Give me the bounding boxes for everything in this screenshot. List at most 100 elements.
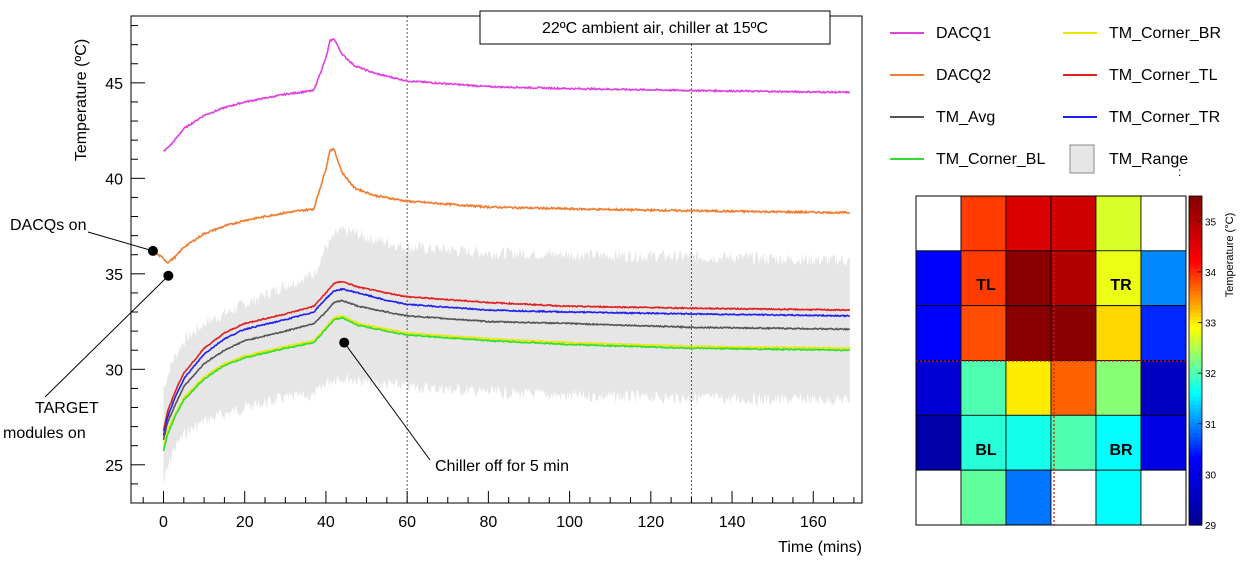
- colorbar-step: [1189, 283, 1202, 288]
- chart-title: 22ºC ambient air, chiller at 15ºC: [542, 20, 768, 37]
- heatmap-cell: [915, 195, 962, 252]
- heatmap-cell: [1140, 250, 1187, 307]
- heatmap-cell: [1005, 414, 1052, 471]
- series-tm-corner-tr: [162, 287, 850, 436]
- colorbar-step: [1189, 492, 1202, 497]
- label-br: BR: [1109, 442, 1133, 459]
- label-tr: TR: [1110, 277, 1132, 294]
- colorbar-step: [1189, 228, 1202, 234]
- colorbar-step: [1189, 349, 1202, 354]
- colorbar-step: [1189, 503, 1202, 508]
- series-tm-corner-br: [162, 314, 851, 448]
- annotation-line-chiller-off: [343, 342, 431, 461]
- colorbar-step: [1189, 521, 1202, 526]
- colorbar-step: [1189, 455, 1202, 460]
- heatmap-cell: [1140, 305, 1187, 361]
- colorbar-step: [1189, 451, 1202, 457]
- colorbar-tick-label: 30: [1205, 470, 1217, 481]
- colorbar-step: [1189, 429, 1202, 435]
- legend-label-tm-corner-tr: TM_Corner_TR: [1109, 109, 1220, 126]
- colorbar-step: [1189, 426, 1202, 431]
- heatmap-cell: [960, 360, 1007, 416]
- colorbar-step: [1189, 243, 1202, 248]
- heatmap-cell: [1050, 195, 1097, 252]
- colorbar-step: [1189, 375, 1202, 380]
- annotations: DACQs on TARGET modules on Chiller off f…: [3, 217, 569, 475]
- colorbar-step: [1189, 386, 1202, 391]
- heatmap-cell: [1050, 414, 1097, 471]
- legend-label-tm-corner-tl: TM_Corner_TL: [1109, 67, 1218, 84]
- x-tick-label: 60: [398, 514, 416, 531]
- colorbar-step: [1189, 316, 1202, 321]
- heatmap-cell: [1005, 195, 1052, 252]
- annotation-dot-dacqs-on: [147, 245, 158, 256]
- colorbar-step: [1189, 437, 1202, 442]
- title-frame: [479, 10, 831, 45]
- colorbar-step: [1189, 400, 1202, 405]
- legend-label-tm-avg: TM_Avg: [936, 109, 995, 126]
- x-axis: 0 20 40 60 80 100 120 140 160: [142, 491, 855, 531]
- heatmap-cell: [915, 250, 962, 307]
- colorbar-step: [1189, 265, 1202, 270]
- colorbar-step: [1189, 214, 1202, 219]
- colorbar-step: [1189, 250, 1202, 256]
- heatmap-cell: [1095, 414, 1142, 471]
- colorbar-step: [1189, 287, 1202, 292]
- colorbar-step: [1189, 258, 1202, 263]
- annotation-line-target-modules-on: [44, 275, 169, 398]
- heatmap-cell: [915, 360, 962, 416]
- colorbar-step: [1189, 254, 1202, 259]
- colorbar-step: [1189, 408, 1202, 413]
- heatmap-cell: [1005, 305, 1052, 361]
- colorbar-step: [1189, 418, 1202, 424]
- annotation-dot-target-modules-on: [163, 270, 174, 281]
- heatmap-cell: [1095, 250, 1142, 307]
- colorbar-step: [1189, 338, 1202, 343]
- heatmap-cell: [1140, 195, 1187, 252]
- colorbar-frame: [1188, 195, 1203, 526]
- colorbar: 29 30 31 32 33 34 35: [1188, 195, 1217, 532]
- stray-colon: :: [1178, 165, 1181, 179]
- heatmap-cell: [960, 195, 1007, 252]
- colorbar-step: [1189, 440, 1202, 446]
- colorbar-step: [1189, 488, 1202, 493]
- y-tick-label: 25: [105, 458, 123, 475]
- colorbar-step: [1189, 433, 1202, 438]
- colorbar-step: [1189, 415, 1202, 420]
- legend-label-dacq2: DACQ2: [936, 67, 991, 84]
- colorbar-step: [1189, 276, 1202, 281]
- heatmap-cell: [1050, 469, 1097, 526]
- colorbar-step: [1189, 367, 1202, 373]
- y-tick-label: 45: [105, 76, 123, 93]
- colorbar-step: [1189, 305, 1202, 310]
- legend-label-dacq1: DACQ1: [936, 25, 991, 42]
- colorbar-step: [1189, 517, 1202, 522]
- colorbar-step: [1189, 404, 1202, 409]
- heatmap-cell: [915, 414, 962, 471]
- label-tl: TL: [976, 277, 996, 294]
- title-box: 22ºC ambient air, chiller at 15ºC: [479, 10, 831, 45]
- colorbar-step: [1189, 481, 1202, 486]
- colorbar-step: [1189, 323, 1202, 329]
- heatmap-cell: [1095, 469, 1142, 526]
- heatmap-cell: [960, 469, 1007, 526]
- x-tick-label: 80: [479, 514, 497, 531]
- colorbar-step: [1189, 210, 1202, 215]
- x-tick-label: 120: [637, 514, 664, 531]
- y-tick-label: 40: [105, 171, 123, 188]
- colorbar-step: [1189, 506, 1202, 511]
- colorbar-tick-label: 34: [1205, 268, 1217, 279]
- colorbar-step: [1189, 239, 1202, 245]
- heatmap-quadrant-lines: [916, 196, 1186, 525]
- heatmap-cell: [960, 305, 1007, 361]
- colorbar-step: [1189, 221, 1202, 226]
- y-tick-label: 30: [105, 362, 123, 379]
- colorbar-step: [1189, 280, 1202, 285]
- heatmap-cell: [1140, 360, 1187, 416]
- colorbar-step: [1189, 225, 1202, 230]
- colorbar-step: [1189, 448, 1202, 453]
- colorbar-step: [1189, 298, 1202, 303]
- colorbar-step: [1189, 206, 1202, 212]
- y-axis: 25 30 35 40 45: [105, 25, 145, 485]
- colorbar-step: [1189, 477, 1202, 482]
